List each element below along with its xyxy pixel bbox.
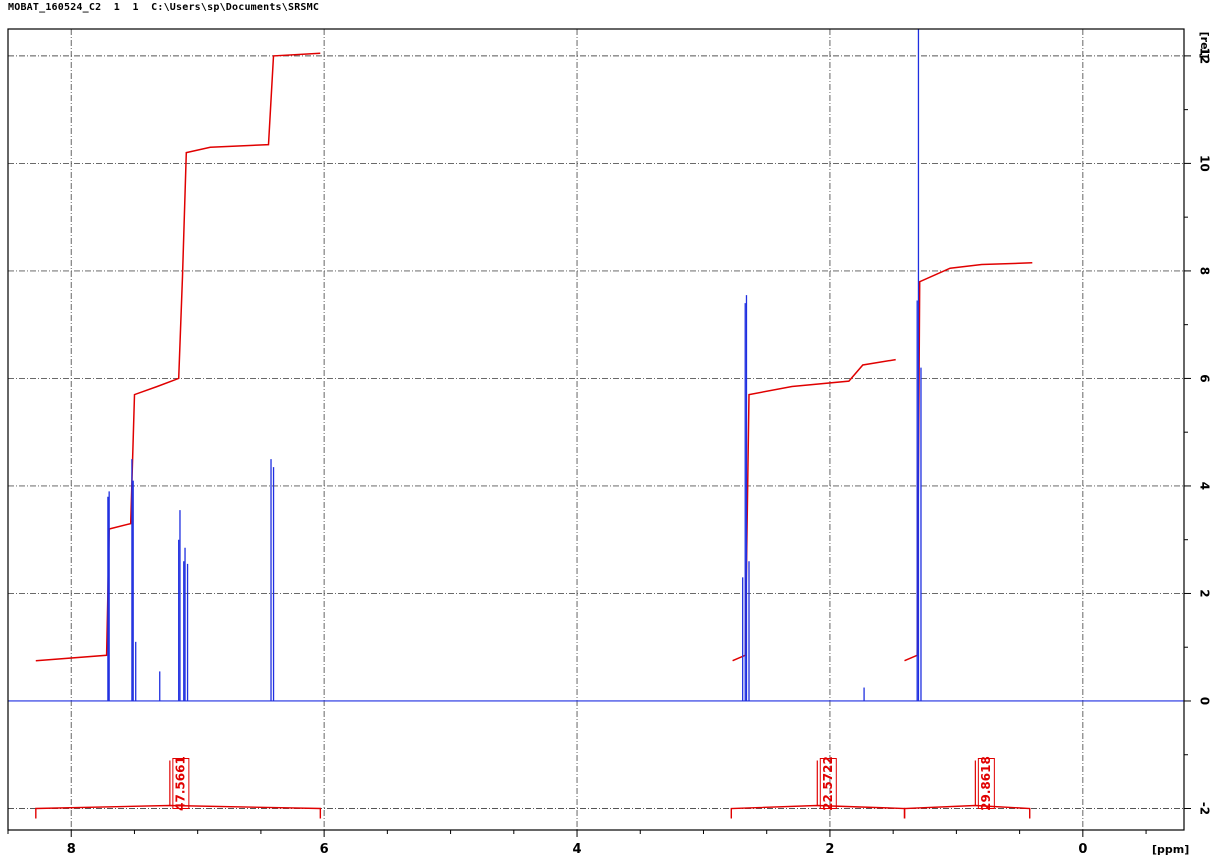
x-axis: 8 6 4 2 0 [ppm] — [7, 830, 1189, 857]
y-axis-label: [rel] — [1198, 32, 1211, 59]
x-axis-label: [ppm] — [1152, 843, 1189, 856]
y-axis: 12 10 8 6 4 2 0 -2 [rel] — [1184, 32, 1212, 815]
y-tick-label: 4 — [1198, 482, 1212, 490]
spectrum-header: MOBAT_160524_C2 1 1 C:\Users\sp\Document… — [8, 2, 319, 13]
plot-frame — [7, 28, 1185, 831]
integral-bracket — [730, 804, 906, 819]
x-tick-label: 8 — [67, 842, 76, 857]
x-tick-label: 6 — [320, 842, 329, 857]
integral-label-box — [172, 757, 190, 809]
integral-label-box — [977, 757, 995, 809]
y-tick-label: 12 — [1198, 48, 1212, 65]
y-tick-label: 2 — [1198, 589, 1212, 597]
spectrum-trace — [8, 29, 1184, 702]
y-tick-label: 8 — [1198, 267, 1212, 275]
integral-label-box — [819, 757, 837, 809]
x-tick-label: 2 — [825, 842, 834, 857]
expno: 1 — [113, 2, 120, 13]
integral-bracket — [903, 804, 1031, 819]
procno: 1 — [132, 2, 139, 13]
integral-regions: 47.5661 22.5722 29.8618 — [35, 756, 1031, 819]
y-tick-label: -2 — [1198, 802, 1212, 815]
x-tick-label: 0 — [1078, 842, 1087, 857]
dataset-name: MOBAT_160524_C2 — [8, 2, 102, 13]
y-tick-label: 0 — [1198, 697, 1212, 705]
y-tick-label: 6 — [1198, 374, 1212, 382]
integral-value: 22.5722 — [821, 756, 835, 811]
dataset-path: C:\Users\sp\Documents\SRSMC — [151, 2, 320, 13]
y-tick-label: 10 — [1198, 155, 1212, 172]
integral-curve — [732, 358, 896, 662]
integral-curve — [904, 262, 1033, 662]
grid — [8, 29, 1184, 830]
integral-curve — [35, 52, 321, 662]
x-tick-label: 4 — [573, 842, 582, 857]
integral-value: 47.5661 — [173, 756, 187, 811]
integral-value: 29.8618 — [979, 756, 993, 811]
